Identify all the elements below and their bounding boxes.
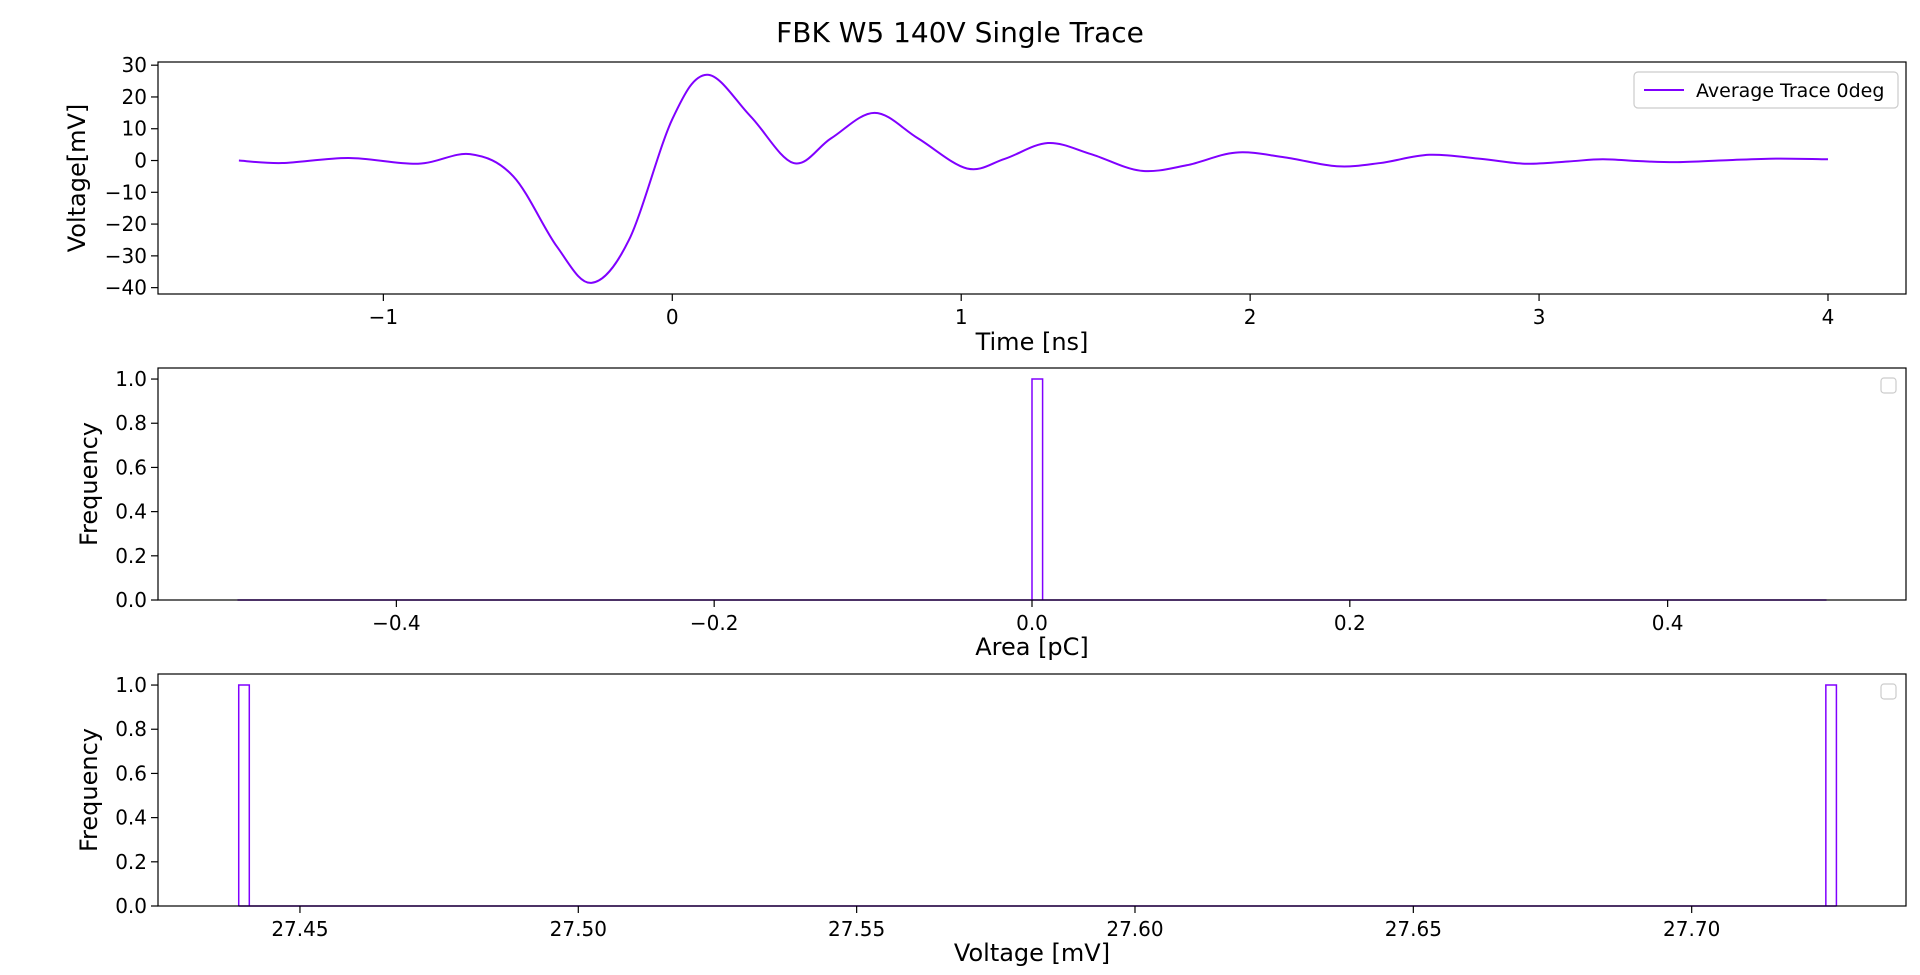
histogram-bar-0 (237, 684, 251, 906)
y-tick-label: 20 (122, 85, 147, 109)
x-tick-label: 27.45 (271, 917, 328, 941)
legend-box (1633, 71, 1899, 109)
x-tick-label: 27.65 (1385, 917, 1442, 941)
y-tick-label: −30 (105, 244, 147, 268)
y-axis-label: Frequency (75, 728, 103, 852)
x-tick-label: 0.0 (1016, 611, 1048, 635)
y-tick-label: 0.4 (115, 806, 147, 830)
legend-label: Average Trace 0deg (1696, 80, 1884, 102)
y-tick-label: 0.4 (115, 500, 147, 524)
x-tick-label: −1 (369, 305, 398, 329)
y-tick-label: 1.0 (115, 673, 147, 697)
y-tick-label: 0.8 (115, 717, 147, 741)
voltage-histogram-axes: 27.45 27.50 27.55 27.60 27.65 27.70 0.0 0.2 0.4 0… (75, 673, 1907, 967)
x-tick-label: 27.55 (828, 917, 885, 941)
y-tick-label: −10 (105, 180, 147, 204)
y-tick-label: 0.6 (115, 761, 147, 785)
y-tick-label: 0.2 (115, 850, 147, 874)
histogram-bar-0 (1031, 378, 1044, 600)
x-tick-label: 27.60 (1106, 917, 1163, 941)
y-tick-label: 0.0 (115, 894, 147, 918)
x-tick-label: 0.2 (1334, 611, 1366, 635)
x-tick-label: 3 (1533, 305, 1546, 329)
x-tick-label: 27.70 (1663, 917, 1720, 941)
x-tick-label: 0 (666, 305, 679, 329)
x-tick-label: 1 (955, 305, 968, 329)
y-tick-label: 0.8 (115, 411, 147, 435)
x-tick-label: 27.50 (550, 917, 607, 941)
histogram-bar-1 (1825, 684, 1838, 906)
x-axis-label: Area [pC] (975, 633, 1089, 661)
x-tick-label: 0.4 (1652, 611, 1684, 635)
y-tick-label: −40 (105, 276, 147, 300)
axes-frame (157, 673, 1907, 907)
y-tick-label: 0.0 (115, 588, 147, 612)
axes-frame (157, 61, 1907, 295)
empty-legend-box (1880, 683, 1897, 700)
figure-title: FBK W5 140V Single Trace (776, 16, 1144, 49)
x-axis-label: Time [ns] (975, 328, 1089, 356)
y-tick-label: 0 (134, 149, 147, 173)
x-tick-label: −0.2 (690, 611, 739, 635)
y-tick-label: 10 (122, 117, 147, 141)
x-axis-label: Voltage [mV] (954, 939, 1110, 967)
area-histogram-axes: −0.4 −0.2 0.0 0.2 0.4 0.0 0.2 0.4 0.6 0.8 1.0 Area … (75, 367, 1907, 661)
x-tick-label: 2 (1244, 305, 1257, 329)
y-axis-label: Frequency (75, 422, 103, 546)
x-tick-label: 4 (1822, 305, 1835, 329)
y-tick-label: 0.2 (115, 544, 147, 568)
x-tick-label: −0.4 (372, 611, 421, 635)
empty-legend-box (1880, 377, 1897, 394)
y-tick-label: −20 (105, 212, 147, 236)
y-tick-label: 0.6 (115, 455, 147, 479)
y-tick-label: 1.0 (115, 367, 147, 391)
y-axis-label: Voltage[mV] (63, 104, 91, 253)
y-tick-label: 30 (122, 53, 147, 77)
series-line-0 (238, 73, 1829, 284)
